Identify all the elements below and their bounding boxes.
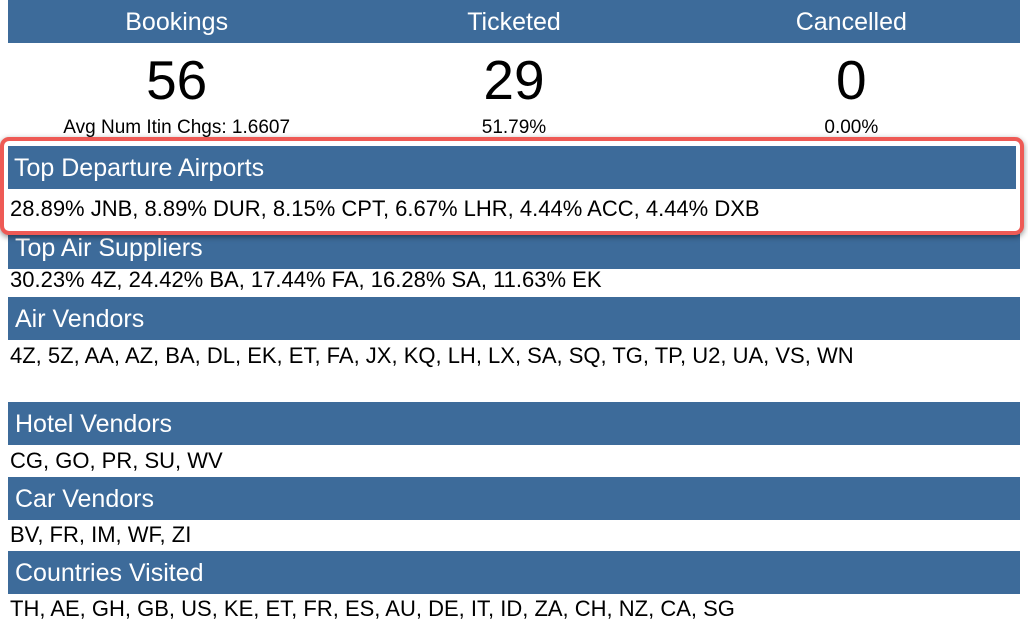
ticketed-stat: 29 51.79% [345,46,682,140]
car-vendors-value: BV, FR, IM, WF, ZI [10,522,192,547]
cancelled-header: Cancelled [795,8,907,36]
avg-itin-changes: Avg Num Itin Chgs: 1.6607 [63,117,291,138]
hotel-vendors-header: Hotel Vendors [8,402,1020,445]
highlighted-top-departure-airports: Top Departure Airports 28.89% JNB, 8.89%… [0,137,1024,235]
ticketed-percent: 51.79% [481,117,547,138]
stats-values: 56 Avg Num Itin Chgs: 1.6607 29 51.79% 0… [8,46,1020,140]
cancelled-stat: 0 0.00% [683,46,1020,140]
hotel-vendors-value: CG, GO, PR, SU, WV [10,448,223,473]
air-vendors-value: 4Z, 5Z, AA, AZ, BA, DL, EK, ET, FA, JX, … [10,343,854,368]
countries-visited-header: Countries Visited [8,551,1020,594]
top-departure-airports-value: 28.89% JNB, 8.89% DUR, 8.15% CPT, 6.67% … [10,196,760,221]
countries-visited-value: TH, AE, GH, GB, US, KE, ET, FR, ES, AU, … [10,596,735,621]
bookings-header: Bookings [125,8,229,36]
stats-header: Bookings Ticketed Cancelled [8,0,1020,43]
top-departure-airports-header: Top Departure Airports [8,146,1016,189]
air-vendors-header: Air Vendors [8,297,1020,340]
bookings-count: 56 [146,49,208,111]
ticketed-header: Ticketed [467,8,561,36]
top-air-suppliers-value: 30.23% 4Z, 24.42% BA, 17.44% FA, 16.28% … [10,267,602,292]
car-vendors-header: Car Vendors [8,477,1020,520]
ticketed-count: 29 [483,49,545,111]
cancelled-count: 0 [836,49,867,111]
cancelled-percent: 0.00% [824,117,879,138]
bookings-stat: 56 Avg Num Itin Chgs: 1.6607 [8,46,345,140]
